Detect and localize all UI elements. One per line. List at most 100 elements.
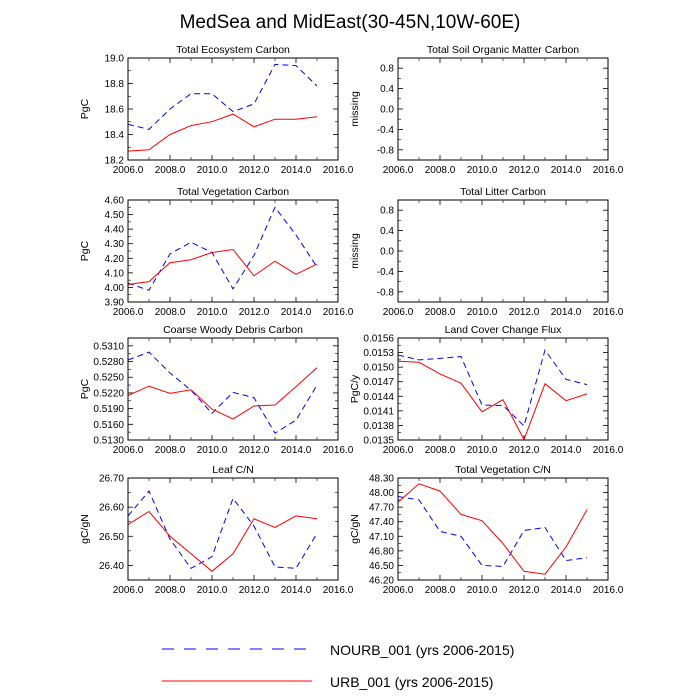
- y-tick-label: 0.0: [380, 247, 394, 258]
- y-tick-label: 0.0147: [363, 377, 394, 388]
- panel-total-vegetation-carbon: Total Vegetation Carbon PgC 2006.0 2008.0 20…: [79, 186, 354, 318]
- plot-frame: [127, 199, 339, 303]
- x-tick-label: 2010.0: [197, 307, 228, 318]
- y-tick-label: 26.60: [99, 503, 124, 514]
- plot-frame: [397, 477, 609, 581]
- y-tick-label: 18.6: [105, 105, 125, 116]
- x-tick-label: 2006.0: [113, 445, 144, 456]
- y-tick-label: 47.40: [369, 517, 394, 528]
- y-tick-label: 4.50: [105, 210, 125, 221]
- x-tick-label: 2016.0: [323, 585, 354, 596]
- series-line-nourb-001: [127, 351, 318, 434]
- legend: NOURB_001 (yrs 2006-2015) URB_001 (yrs 2…: [162, 642, 514, 690]
- panel-title: Leaf C/N: [212, 464, 253, 476]
- y-tick-label: 0.5220: [93, 388, 124, 399]
- panel-leaf-c-n: Leaf C/N gC/gN 2006.0 2008.0 2010.0 2012.0 201…: [79, 464, 354, 596]
- y-tick-label: 0.0144: [363, 392, 394, 403]
- y-tick-label: 0.0138: [363, 421, 394, 432]
- y-tick-label: 0.0153: [363, 348, 394, 359]
- panel-title: Land Cover Change Flux: [445, 324, 562, 336]
- y-tick-label: -0.4: [377, 125, 395, 136]
- y-tick-label: 0.8: [380, 206, 394, 217]
- y-tick-label: 4.00: [105, 283, 125, 294]
- y-tick-label: 4.20: [105, 254, 125, 265]
- y-tick-label: 47.70: [369, 503, 394, 514]
- x-tick-label: 2008.0: [425, 585, 456, 596]
- y-tick-label: 0.5130: [93, 436, 124, 447]
- y-axis-label: gC/gN: [79, 514, 91, 544]
- series-line-urb-001: [127, 367, 318, 420]
- series-line-urb-001: [127, 510, 318, 572]
- x-tick-label: 2010.0: [197, 445, 228, 456]
- x-tick-label: 2012.0: [509, 165, 540, 176]
- panel-land-cover-change-flux: Land Cover Change Flux PgC/y 2006.0 2008.0 2…: [349, 324, 624, 456]
- x-tick-label: 2012.0: [509, 307, 540, 318]
- y-axis-label: PgC: [79, 98, 91, 119]
- panel-total-soil-organic-matter-carbon: Total Soil Organic Matter Carbon missing 2…: [349, 44, 624, 176]
- x-tick-label: 2014.0: [281, 445, 312, 456]
- panel-title: Total Vegetation C/N: [455, 464, 551, 476]
- y-tick-label: 0.5160: [93, 420, 124, 431]
- x-tick-label: 2006.0: [383, 445, 414, 456]
- x-tick-label: 2010.0: [197, 585, 228, 596]
- y-axis-label: gC/gN: [349, 514, 361, 544]
- x-tick-label: 2014.0: [551, 165, 582, 176]
- series-line-urb-001: [127, 113, 318, 152]
- x-tick-label: 2016.0: [593, 307, 624, 318]
- x-tick-label: 2010.0: [467, 585, 498, 596]
- y-axis-label: PgC: [79, 240, 91, 261]
- y-tick-label: 0.4: [380, 84, 394, 95]
- x-tick-label: 2010.0: [467, 165, 498, 176]
- x-tick-label: 2010.0: [467, 307, 498, 318]
- y-tick-label: 46.50: [369, 561, 394, 572]
- x-tick-label: 2008.0: [425, 445, 456, 456]
- x-tick-label: 2014.0: [281, 585, 312, 596]
- y-tick-label: 47.10: [369, 532, 394, 543]
- panel-coarse-woody-debris-carbon: Coarse Woody Debris Carbon PgC 2006.0 2008.…: [79, 324, 354, 456]
- panel-title: Total Vegetation Carbon: [177, 186, 289, 198]
- series-line-nourb-001: [127, 490, 318, 569]
- x-tick-label: 2006.0: [113, 165, 144, 176]
- y-tick-label: 0.0141: [363, 406, 394, 417]
- y-tick-label: 0.8: [380, 64, 394, 75]
- plot-frame: [127, 337, 339, 441]
- series-line-nourb-001: [397, 348, 588, 427]
- y-tick-label: 0.5280: [93, 357, 124, 368]
- y-tick-label: 4.60: [105, 196, 125, 207]
- x-tick-label: 2006.0: [113, 585, 144, 596]
- series-line-nourb-001: [127, 63, 318, 130]
- y-tick-label: 0.5250: [93, 373, 124, 384]
- panel-total-ecosystem-carbon: Total Ecosystem Carbon PgC 2006.0 2008.0 201…: [79, 44, 354, 176]
- plot-frame: [397, 337, 609, 441]
- y-tick-label: 4.30: [105, 239, 125, 250]
- y-tick-label: 18.2: [105, 156, 125, 167]
- x-tick-label: 2016.0: [593, 165, 624, 176]
- x-tick-label: 2014.0: [281, 307, 312, 318]
- series-line-urb-001: [397, 360, 588, 441]
- panel-title: Total Litter Carbon: [460, 186, 546, 198]
- y-tick-label: 0.5190: [93, 404, 124, 415]
- x-tick-label: 2016.0: [593, 445, 624, 456]
- legend-label-urb: URB_001 (yrs 2006-2015): [330, 674, 493, 690]
- legend-label-nourb: NOURB_001 (yrs 2006-2015): [330, 642, 514, 658]
- x-tick-label: 2006.0: [113, 307, 144, 318]
- plot-frame: [397, 57, 609, 161]
- y-tick-label: 26.40: [99, 561, 124, 572]
- x-tick-label: 2008.0: [155, 445, 186, 456]
- y-tick-label: -0.8: [377, 145, 395, 156]
- y-tick-label: 0.5310: [93, 341, 124, 352]
- series-line-nourb-001: [127, 206, 318, 291]
- x-tick-label: 2008.0: [155, 165, 186, 176]
- x-tick-label: 2008.0: [155, 585, 186, 596]
- y-tick-label: 26.70: [99, 474, 124, 485]
- x-tick-label: 2006.0: [383, 165, 414, 176]
- y-tick-label: 0.0135: [363, 436, 394, 447]
- panel-total-litter-carbon: Total Litter Carbon missing 2006.0 2008.0 20…: [349, 186, 624, 318]
- plot-frame: [397, 199, 609, 303]
- x-tick-label: 2014.0: [551, 445, 582, 456]
- series-line-nourb-001: [397, 496, 588, 567]
- y-tick-label: 46.20: [369, 576, 394, 587]
- panels: Total Ecosystem Carbon PgC 2006.0 2008.0 201…: [79, 44, 624, 596]
- x-tick-label: 2016.0: [593, 585, 624, 596]
